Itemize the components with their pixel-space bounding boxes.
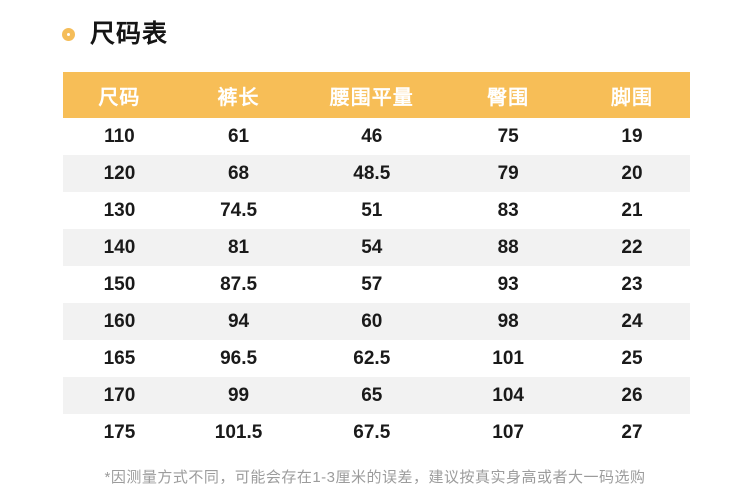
table-cell: 75 [497, 125, 519, 147]
table-cell: 22 [621, 236, 643, 258]
table-cell: 104 [492, 384, 524, 406]
table-cell: 160 [103, 310, 136, 332]
table-cell: 26 [621, 384, 643, 406]
table-cell: 150 [103, 273, 136, 295]
table-cell: 101.5 [214, 421, 263, 443]
table-row: 110 61 46 75 19 [63, 118, 690, 155]
table-cell: 120 [103, 162, 136, 184]
table-cell: 110 [104, 125, 135, 147]
table-row: 130 74.5 51 83 21 [63, 192, 690, 229]
table-cell: 107 [492, 421, 524, 443]
table-cell: 81 [227, 236, 250, 258]
size-table-body: 110 61 46 75 19 120 68 48.5 79 20 130 74.5 51 83 21 140… [63, 118, 690, 451]
table-cell: 93 [497, 273, 519, 295]
table-cell: 170 [103, 384, 136, 406]
table-cell: 24 [621, 310, 643, 332]
table-cell: 79 [497, 162, 519, 184]
table-cell: 23 [621, 273, 643, 295]
table-cell: 19 [621, 125, 643, 147]
section-title-bar: 尺码表 [62, 22, 168, 47]
table-cell: 57 [361, 273, 383, 295]
table-row: 150 87.5 57 93 23 [63, 266, 690, 303]
table-cell: 87.5 [220, 273, 258, 295]
table-cell: 96.5 [220, 347, 258, 369]
size-table-header: 尺码 裤长 腰围平量 臀围 脚围 [63, 72, 690, 118]
table-cell: 48.5 [353, 162, 391, 184]
table-cell: 83 [497, 199, 519, 221]
table-cell: 60 [361, 310, 383, 332]
header-row: 尺码 裤长 腰围平量 臀围 脚围 [63, 72, 690, 118]
table-cell: 21 [621, 199, 643, 221]
table-cell: 27 [621, 421, 643, 443]
table-cell: 25 [621, 347, 643, 369]
table-cell: 74.5 [220, 199, 258, 221]
table-row: 140 81 54 88 22 [63, 229, 690, 266]
column-header-5: 脚围 [573, 72, 690, 118]
table-cell: 98 [497, 310, 519, 332]
table-cell: 99 [227, 384, 250, 406]
table-cell: 68 [227, 162, 250, 184]
table-cell: 130 [103, 199, 136, 221]
table-cell: 51 [361, 199, 383, 221]
table-cell: 67.5 [353, 421, 391, 443]
table-row: 175 101.5 67.5 107 27 [63, 414, 690, 451]
ring-icon [62, 28, 75, 41]
column-header-3: 腰围平量 [301, 72, 443, 118]
table-cell: 61 [227, 125, 250, 147]
table-cell: 20 [621, 162, 643, 184]
table-cell: 54 [361, 236, 383, 258]
table-row: 120 68 48.5 79 20 [63, 155, 690, 192]
table-cell: 101 [492, 347, 524, 369]
table-cell: 94 [227, 310, 250, 332]
table-row: 165 96.5 62.5 101 25 [63, 340, 690, 377]
table-cell: 140 [103, 236, 136, 258]
table-row: 160 94 60 98 24 [63, 303, 690, 340]
table-cell: 62.5 [353, 347, 391, 369]
table-cell: 175 [103, 421, 136, 443]
table-cell: 165 [103, 347, 136, 369]
size-table: 尺码 裤长 腰围平量 臀围 脚围 110 61 46 75 19 120 68 48.5 79 20 130… [63, 72, 690, 451]
table-cell: 65 [361, 384, 383, 406]
table-row: 170 99 65 104 26 [63, 377, 690, 414]
table-cell: 46 [361, 125, 383, 147]
column-header-4: 臀围 [442, 72, 574, 118]
measurement-disclaimer: *因测量方式不同，可能会存在1-3厘米的误差，建议按真实身高或者大一码选购 [104, 469, 646, 486]
table-cell: 88 [497, 236, 519, 258]
column-header-2: 裤长 [175, 72, 302, 118]
column-header-1: 尺码 [63, 72, 176, 118]
page-title: 尺码表 [90, 20, 169, 48]
